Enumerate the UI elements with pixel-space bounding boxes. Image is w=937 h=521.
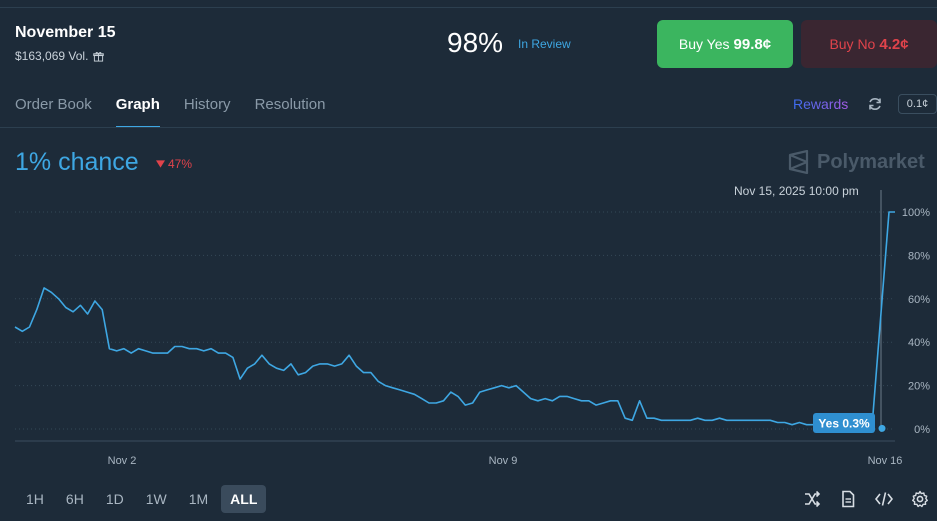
shuffle-icon[interactable] xyxy=(803,490,821,508)
timeframe-1w[interactable]: 1W xyxy=(145,491,167,507)
gift-icon[interactable] xyxy=(93,51,105,62)
buy-yes-label: Buy Yes xyxy=(678,36,730,52)
y-tick-label: 60% xyxy=(908,294,930,306)
timeframe-1d[interactable]: 1D xyxy=(105,491,124,507)
tab-bar: Order Book Graph History Resolution xyxy=(15,96,325,128)
hover-point xyxy=(878,424,886,432)
x-tick-label: Nov 16 xyxy=(868,455,903,467)
hover-date: Nov 15, 2025 10:00 pm xyxy=(734,184,859,198)
timeframe-1h[interactable]: 1H xyxy=(26,491,44,507)
tabs-divider xyxy=(0,127,937,128)
x-axis: Nov 2 Nov 9 Nov 16 xyxy=(108,455,903,467)
timeframe-all[interactable]: ALL xyxy=(221,485,267,513)
volume-label: $163,069 Vol. xyxy=(15,49,105,63)
chart-grid xyxy=(15,211,895,442)
price-chart[interactable]: 0% 20% 40% 60% 80% 100% Nov 2 Nov 9 Nov 16 Yes … xyxy=(0,190,937,475)
chart-tools xyxy=(803,490,929,508)
y-tick-label: 100% xyxy=(902,207,930,219)
document-icon[interactable] xyxy=(839,490,857,508)
buy-no-price: 4.2¢ xyxy=(879,35,909,53)
tooltip-text: Yes 0.3% xyxy=(818,417,870,431)
watermark-text: Polymarket xyxy=(817,150,925,173)
tab-history[interactable]: History xyxy=(183,96,231,113)
buy-no-label: Buy No xyxy=(829,36,876,52)
triangle-down-icon xyxy=(156,160,165,168)
tab-order-book[interactable]: Order Book xyxy=(15,96,92,113)
timeframe-6h[interactable]: 6H xyxy=(65,491,84,507)
probability: 98% xyxy=(447,27,504,58)
x-tick-label: Nov 9 xyxy=(489,455,518,467)
y-tick-label: 0% xyxy=(914,424,930,436)
rewards-link[interactable]: Rewards xyxy=(793,96,849,112)
tab-graph[interactable]: Graph xyxy=(115,96,161,128)
tick-size-button[interactable]: 0.1¢ xyxy=(898,94,937,114)
tooltip-box xyxy=(813,413,875,433)
tab-resolution[interactable]: Resolution xyxy=(254,96,326,113)
polymarket-watermark: Polymarket xyxy=(788,150,925,174)
status-badge: In Review xyxy=(518,37,571,51)
timeframe-selector: 1H 6H 1D 1W 1M ALL xyxy=(17,485,267,513)
polymarket-logo-icon xyxy=(788,150,809,174)
y-tick-label: 20% xyxy=(908,381,930,393)
gear-icon[interactable] xyxy=(911,490,929,508)
y-tick-label: 80% xyxy=(908,250,930,262)
y-tick-label: 40% xyxy=(908,337,930,349)
buy-no-button[interactable]: Buy No 4.2¢ xyxy=(801,20,937,68)
timeframe-1m[interactable]: 1M xyxy=(188,491,209,507)
y-axis: 0% 20% 40% 60% 80% 100% xyxy=(902,207,930,436)
hover-tooltip: Yes 0.3% xyxy=(813,413,875,433)
volume-value: $163,069 Vol. xyxy=(15,49,89,63)
refresh-icon[interactable] xyxy=(867,96,883,112)
change-value: 47% xyxy=(168,157,193,171)
buy-yes-price: 99.8¢ xyxy=(733,35,772,53)
top-divider xyxy=(0,7,937,8)
market-title: November 15 xyxy=(15,24,116,41)
chance-label: 1% chance xyxy=(15,148,139,176)
x-tick-label: Nov 2 xyxy=(108,455,137,467)
change-indicator: 47% xyxy=(156,157,192,171)
buy-yes-button[interactable]: Buy Yes 99.8¢ xyxy=(657,20,793,68)
code-icon[interactable] xyxy=(875,490,893,508)
series-line-yes xyxy=(14,211,895,428)
